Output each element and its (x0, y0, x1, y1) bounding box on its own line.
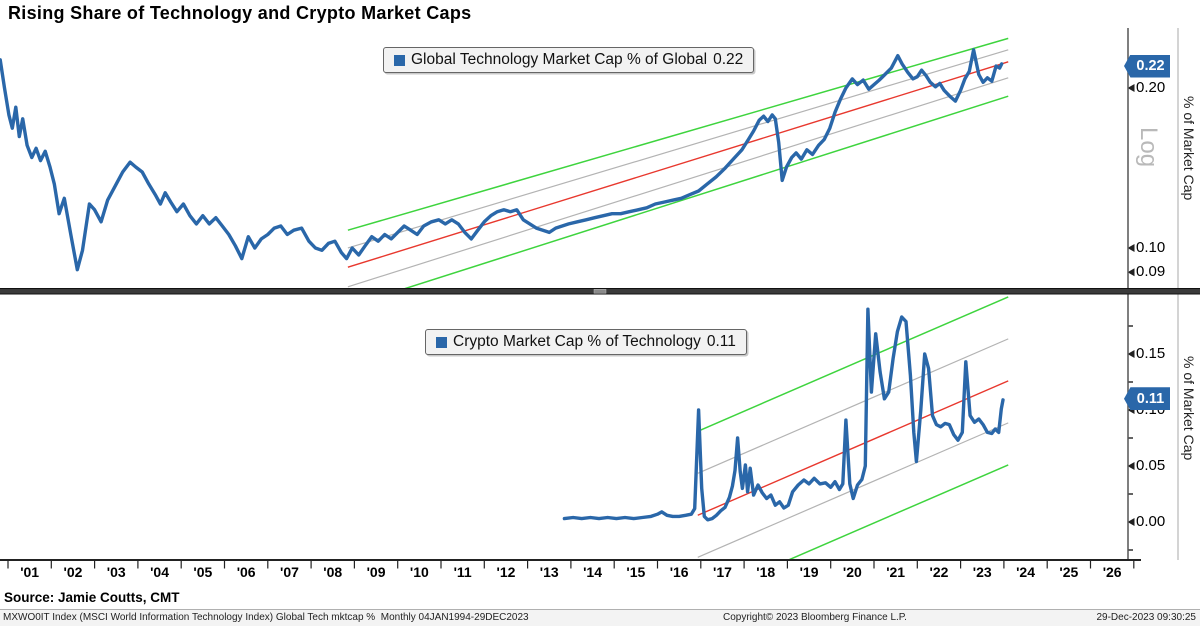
x-tick-label: '23 (972, 564, 992, 580)
regression-channel-inner-line (697, 422, 1009, 558)
y-tick-icon (1127, 268, 1135, 277)
x-tick-label: '02 (63, 564, 83, 580)
footer-copyright: Copyright© 2023 Bloomberg Finance L.P. (723, 612, 907, 623)
y-tick-label: 0.20 (1136, 79, 1166, 96)
regression-channel-inner-line (347, 49, 1009, 249)
page-title: Rising Share of Technology and Crypto Ma… (8, 3, 472, 23)
regression-channel-outer-line (401, 95, 1009, 289)
footer-ticker-info: MXWO0IT Index (MSCI World Information Te… (3, 612, 529, 623)
chart-canvas (0, 28, 1200, 569)
y-tick-label: 0.10 (1136, 238, 1166, 256)
series-line-top (0, 48, 1004, 272)
legend-crypto-value: 0.11 (706, 333, 736, 350)
x-tick-label: '14 (583, 564, 602, 580)
y-tick-label: 0.00 (1136, 513, 1166, 530)
y-axis-title-bottom: % of Market Cap (1181, 356, 1197, 461)
x-tick-label: '11 (453, 564, 472, 580)
x-tick-label: '22 (929, 564, 949, 580)
x-tick-label: '17 (712, 564, 732, 580)
x-tick-label: '24 (1016, 564, 1035, 580)
x-tick-label: '05 (193, 564, 213, 580)
x-tick-label: '06 (236, 564, 256, 580)
x-tick-label: '25 (1059, 564, 1079, 580)
plot-area-bottom (562, 296, 1009, 560)
regression-channel-inner-line (347, 77, 1009, 288)
legend-tech[interactable]: Global Technology Market Cap % of Global… (383, 47, 755, 73)
y-tick-icon (1127, 84, 1135, 92)
legend-crypto-label: Crypto Market Cap % of Technology (453, 333, 701, 350)
legend-crypto[interactable]: Crypto Market Cap % of Technology 0.11 (425, 329, 747, 355)
x-tick-label: '18 (756, 564, 776, 580)
x-tick-label: '20 (842, 564, 862, 580)
x-tick-label: '04 (150, 564, 169, 580)
y-tick-label: 0.15 (1136, 345, 1166, 362)
y-tick-icon (1127, 518, 1135, 526)
regression-channel-center-line (697, 380, 1009, 516)
legend-swatch-icon (436, 336, 447, 348)
y-axis-title-top: % of Market Cap (1181, 96, 1197, 201)
footer-bar: MXWO0IT Index (MSCI World Information Te… (0, 609, 1200, 626)
legend-swatch-icon (394, 54, 405, 66)
last-price-badge-crypto: 0.11 (1124, 387, 1170, 411)
x-tick-label: '21 (886, 564, 906, 580)
regression-channel-outer-line (347, 37, 1009, 231)
x-tick-label: '07 (279, 564, 299, 580)
x-tick-label: '13 (539, 564, 559, 580)
legend-tech-label: Global Technology Market Cap % of Global (411, 51, 708, 68)
series-line-bottom (562, 307, 1005, 522)
y-tick-icon (1127, 243, 1135, 252)
regression-channel-outer-line (697, 296, 1009, 432)
regression-channel-inner-line (697, 338, 1009, 474)
x-tick-label: '03 (106, 564, 126, 580)
x-tick-label: '16 (669, 564, 689, 580)
x-tick-label: '15 (626, 564, 646, 580)
regression-channel-center-line (347, 61, 1009, 268)
x-tick-label: '01 (20, 564, 40, 580)
y-tick-label: 0.09 (1136, 263, 1166, 281)
y-tick-icon (1127, 350, 1135, 358)
x-tick-label: '09 (366, 564, 386, 580)
last-price-badge-tech: 0.22 (1124, 54, 1170, 78)
x-tick-label: '10 (409, 564, 429, 580)
y-tick-label: 0.05 (1136, 457, 1166, 474)
plot-area-top (0, 37, 1009, 289)
y-tick-icon (1127, 462, 1135, 470)
log-scale-label: Log (1135, 127, 1162, 168)
regression-channel-outer-line (787, 464, 1009, 560)
divider-drag-handle[interactable] (593, 289, 607, 294)
x-tick-label: '26 (1102, 564, 1122, 580)
x-tick-label: '08 (323, 564, 343, 580)
x-tick-label: '19 (799, 564, 819, 580)
footer-timestamp: 29-Dec-2023 09:30:25 (1096, 612, 1196, 623)
source-line: Source: Jamie Coutts, CMT (4, 590, 180, 605)
legend-tech-value: 0.22 (713, 51, 744, 68)
x-tick-label: '12 (496, 564, 516, 580)
